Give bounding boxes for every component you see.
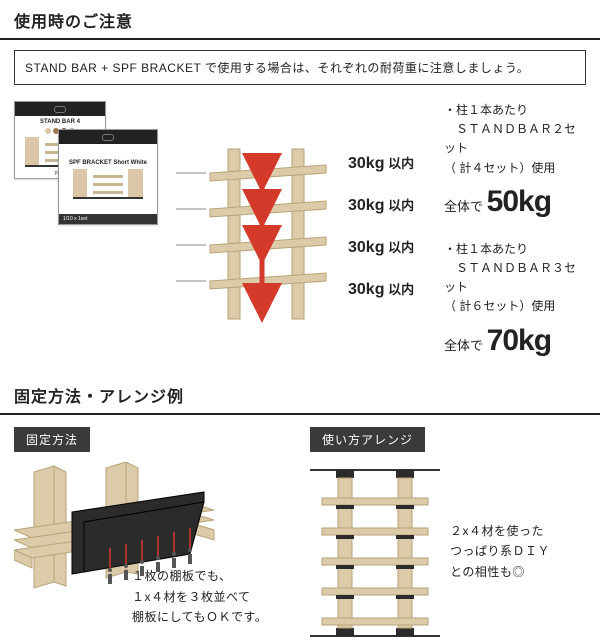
spec-line: ・柱１本あたり xyxy=(444,240,586,259)
load-row: 30kg 以内 xyxy=(348,195,428,215)
package-title: STAND BAR 4 xyxy=(40,119,80,125)
spec-line: ・柱１本あたり xyxy=(444,101,586,120)
load-row: 30kg 以内 xyxy=(348,237,428,257)
package-foot: 1/10 x 1set xyxy=(59,214,157,224)
spec-text: ・柱１本あたり ＳＴＡＮＤＢＡＲ２セット （ 計４セット）使用 全体で 50kg… xyxy=(440,101,586,365)
arrange-column: 使い方アレンジ xyxy=(310,427,586,642)
tag-fix: 固定方法 xyxy=(14,427,90,452)
load-row: 30kg 以内 xyxy=(348,279,428,299)
section-title-caution: 使用時のご注意 xyxy=(0,0,600,40)
fix-caption: １枚の棚板でも、 １x４材を３枚並べて 棚板にしてもＯＫです。 xyxy=(132,566,292,627)
bottom-row: 固定方法 xyxy=(0,415,600,642)
package-thumb xyxy=(73,169,143,199)
spec-line: ＳＴＡＮＤＢＡＲ３セット xyxy=(444,259,586,297)
package-images: STAND BAR 4 pillar SPF BRACKET Short Whi… xyxy=(14,101,154,241)
load-row: 30kg 以内 xyxy=(348,153,428,173)
notice-box: STAND BAR + SPF BRACKET で使用する場合は、それぞれの耐荷… xyxy=(14,50,586,85)
fix-illustration: １枚の棚板でも、 １x４材を３枚並べて 棚板にしてもＯＫです。 xyxy=(14,462,284,632)
caption-line: ２x４材を使った xyxy=(450,521,550,541)
spec-total: 全体で 70kg xyxy=(444,317,586,365)
package-body: SPF BRACKET Short White xyxy=(59,144,157,214)
spec-total: 全体で 50kg xyxy=(444,178,586,226)
arrange-caption: ２x４材を使った つっぱり系ＤＩＹ との相性も◎ xyxy=(450,521,550,582)
package-bracket: SPF BRACKET Short White 1/10 x 1set xyxy=(58,129,158,225)
fix-column: 固定方法 xyxy=(14,427,290,642)
caption-line: １x４材を３枚並べて xyxy=(132,587,292,607)
package-title: SPF BRACKET Short White xyxy=(69,160,147,166)
top-row: STAND BAR 4 pillar SPF BRACKET Short Whi… xyxy=(0,85,600,375)
load-labels: 30kg 以内 30kg 以内 30kg 以内 30kg 以内 xyxy=(348,101,428,365)
package-hanger xyxy=(15,102,105,116)
spec-line: （ 計４セット）使用 xyxy=(444,159,586,178)
tag-arrange: 使い方アレンジ xyxy=(310,427,425,452)
caption-line: との相性も◎ xyxy=(450,562,550,582)
section-title-fix: 固定方法・アレンジ例 xyxy=(0,375,600,415)
spec-group-1: ・柱１本あたり ＳＴＡＮＤＢＡＲ２セット （ 計４セット）使用 全体で 50kg xyxy=(444,101,586,226)
spec-line: （ 計６セット）使用 xyxy=(444,297,586,316)
shelf-load-diagram xyxy=(166,101,336,365)
spec-line: ＳＴＡＮＤＢＡＲ２セット xyxy=(444,120,586,158)
package-hanger xyxy=(59,130,157,144)
spec-group-2: ・柱１本あたり ＳＴＡＮＤＢＡＲ３セット （ 計６セット）使用 全体で 70kg xyxy=(444,240,586,365)
caption-line: 棚板にしてもＯＫです。 xyxy=(132,607,292,627)
caption-line: １枚の棚板でも、 xyxy=(132,566,292,586)
caption-line: つっぱり系ＤＩＹ xyxy=(450,541,550,561)
arrange-illustration: ２x４材を使った つっぱり系ＤＩＹ との相性も◎ xyxy=(310,462,586,642)
